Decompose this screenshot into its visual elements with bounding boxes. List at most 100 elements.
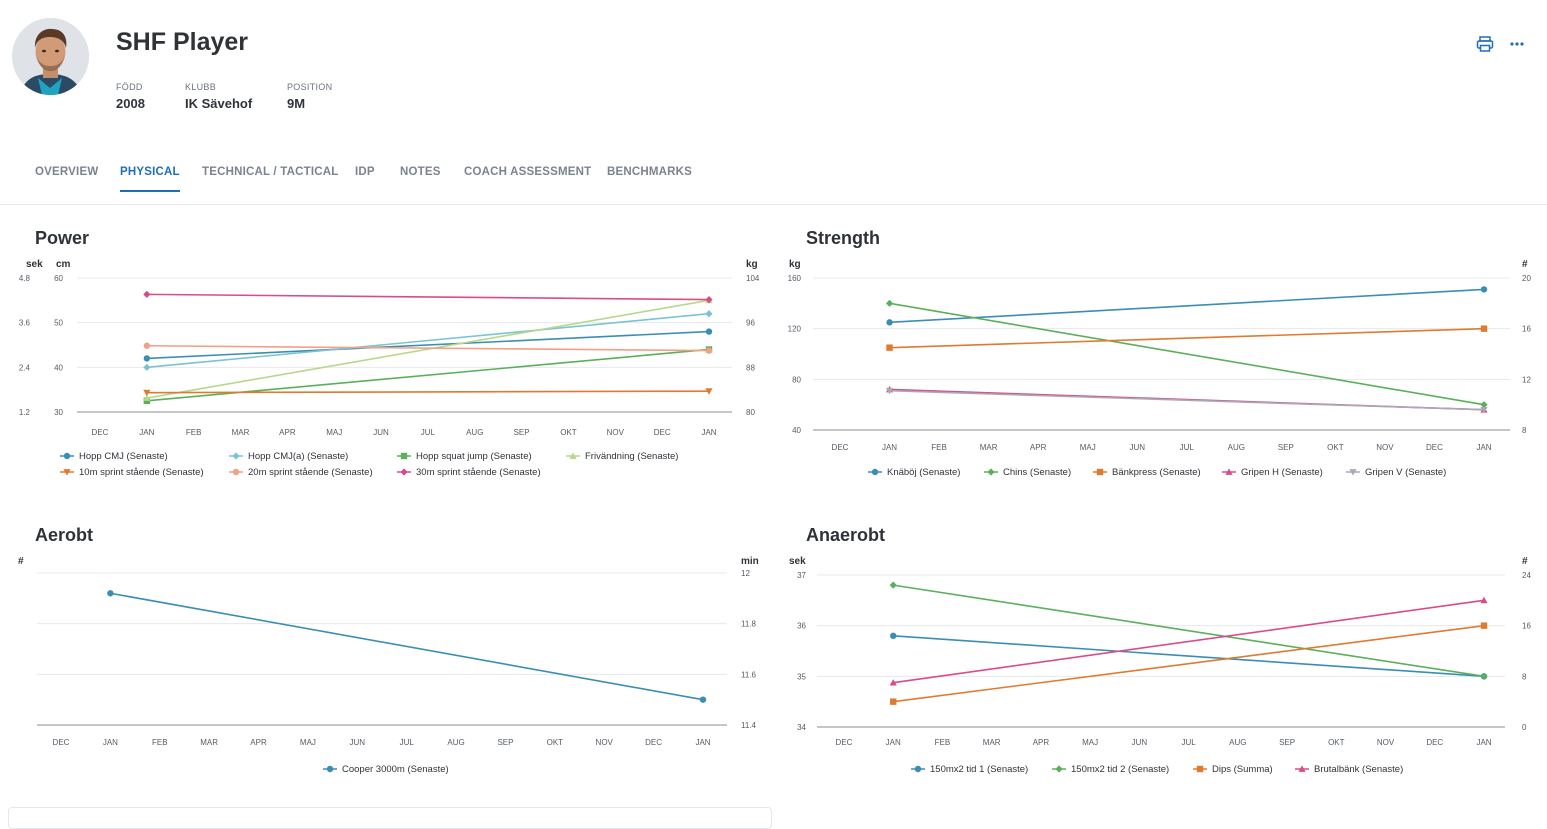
category-label: JUL xyxy=(1181,738,1196,747)
aerobt-title: Aerobt xyxy=(35,525,93,545)
tick-label: 37 xyxy=(797,571,806,580)
legend-label: 30m sprint stående (Senaste) xyxy=(416,467,541,478)
legend-swatch xyxy=(232,468,240,476)
legend-label: Cooper 3000m (Senaste) xyxy=(342,764,449,775)
tab-notes[interactable]: NOTES xyxy=(400,166,441,178)
data-point xyxy=(886,344,893,351)
category-label: OKT xyxy=(1327,443,1344,452)
category-label: JAN xyxy=(701,428,716,437)
player-portrait xyxy=(12,18,89,95)
legend-swatch xyxy=(987,468,995,476)
series-line xyxy=(889,302,1485,406)
tick-label: 0 xyxy=(1522,723,1527,732)
tick-label: 2.4 xyxy=(19,363,31,372)
data-point xyxy=(143,290,151,298)
legend-swatch xyxy=(871,468,879,476)
legend-swatch xyxy=(63,452,71,460)
legend-label: 150mx2 tid 2 (Senaste) xyxy=(1071,764,1169,775)
category-label: SEP xyxy=(1278,443,1294,452)
category-label: JUL xyxy=(1180,443,1195,452)
anaerobt-title: Anaerobt xyxy=(806,525,886,545)
series-line xyxy=(889,327,1485,349)
power-title: Power xyxy=(35,228,90,248)
category-label: NOV xyxy=(607,428,625,437)
category-label: APR xyxy=(1030,443,1047,452)
print-button[interactable] xyxy=(1475,34,1495,54)
tab-overview[interactable]: OVERVIEW xyxy=(35,166,99,178)
tick-label: 12 xyxy=(741,569,750,578)
category-label: DEC xyxy=(92,428,109,437)
legend-swatch xyxy=(400,452,408,460)
legend-label: Hopp CMJ(a) (Senaste) xyxy=(248,451,348,462)
tab-physical[interactable]: PHYSICAL xyxy=(120,166,180,192)
next-panel-card xyxy=(8,807,772,829)
category-label: DEC xyxy=(1426,738,1443,747)
category-label: MAR xyxy=(983,738,1001,747)
tab-coach-assessment[interactable]: COACH ASSESSMENT xyxy=(464,166,592,178)
tick-label: 11.4 xyxy=(741,721,757,730)
axis-label: kg xyxy=(746,259,758,270)
data-point xyxy=(143,342,151,349)
category-label: DEC xyxy=(1426,443,1443,452)
data-point xyxy=(1480,286,1488,293)
more-icon xyxy=(1510,42,1524,46)
legend-label: 10m sprint stående (Senaste) xyxy=(79,467,204,478)
series-line xyxy=(146,312,710,369)
series-line xyxy=(889,389,1485,411)
category-label: JUN xyxy=(1129,443,1145,452)
more-button[interactable] xyxy=(1507,34,1527,54)
position-value: 9M xyxy=(287,96,306,111)
category-label: DEC xyxy=(654,428,671,437)
legend-swatch xyxy=(1055,765,1063,773)
category-label: NOV xyxy=(596,738,614,747)
legend-label: Dips (Summa) xyxy=(1212,764,1273,775)
series-line xyxy=(893,624,1485,703)
category-label: AUG xyxy=(466,428,483,437)
series-line xyxy=(146,299,710,399)
category-label: JUL xyxy=(400,738,415,747)
club-value: IK Sävehof xyxy=(185,96,253,111)
axis-label: # xyxy=(1522,259,1528,270)
tick-label: 8 xyxy=(1522,672,1527,681)
axis-label: min xyxy=(741,556,759,567)
strength-chart: kg 160 120 80 40 #20 16 12 8 DEC JAN FEB MAR APR MAJ JU… xyxy=(788,259,1532,478)
data-point xyxy=(885,299,894,307)
tick-label: 35 xyxy=(797,672,806,681)
legend-swatch xyxy=(914,765,922,773)
legend-label: 20m sprint stående (Senaste) xyxy=(248,467,373,478)
tab-bar: OVERVIEW PHYSICAL TECHNICAL / TACTICAL I… xyxy=(0,166,1547,204)
tick-label: 120 xyxy=(788,325,802,334)
category-label: JUN xyxy=(350,738,366,747)
series-line xyxy=(893,599,1485,684)
category-label: APR xyxy=(250,738,267,747)
category-label: NOV xyxy=(1377,738,1395,747)
axis-label: # xyxy=(18,556,24,567)
tick-label: 96 xyxy=(746,319,755,328)
axis-label: cm xyxy=(56,259,71,270)
position-label: POSITION xyxy=(287,82,333,92)
axis-label: kg xyxy=(789,259,801,270)
data-point xyxy=(890,698,897,705)
series-line xyxy=(889,288,1485,324)
data-point xyxy=(1480,406,1488,414)
data-point xyxy=(705,388,713,395)
tick-label: 30 xyxy=(54,408,63,417)
series-line xyxy=(893,584,1485,678)
tick-label: 16 xyxy=(1522,325,1531,334)
tab-technical-tactical[interactable]: TECHNICAL / TACTICAL xyxy=(202,166,339,178)
tick-label: 3.6 xyxy=(19,319,31,328)
category-label: JAN xyxy=(886,738,901,747)
legend-swatch xyxy=(1298,765,1306,772)
tick-label: 40 xyxy=(54,363,63,372)
tab-idp[interactable]: IDP xyxy=(355,166,375,178)
category-label: APR xyxy=(279,428,296,437)
category-label: MAJ xyxy=(1080,443,1096,452)
category-label: OKT xyxy=(560,428,577,437)
category-label: AUG xyxy=(447,738,464,747)
category-label: FEB xyxy=(152,738,168,747)
position-field: POSITION 9M xyxy=(287,82,332,111)
tick-label: 80 xyxy=(792,375,801,384)
tab-benchmarks[interactable]: BENCHMARKS xyxy=(607,166,693,178)
category-label: FEB xyxy=(931,443,947,452)
category-label: JAN xyxy=(139,428,154,437)
